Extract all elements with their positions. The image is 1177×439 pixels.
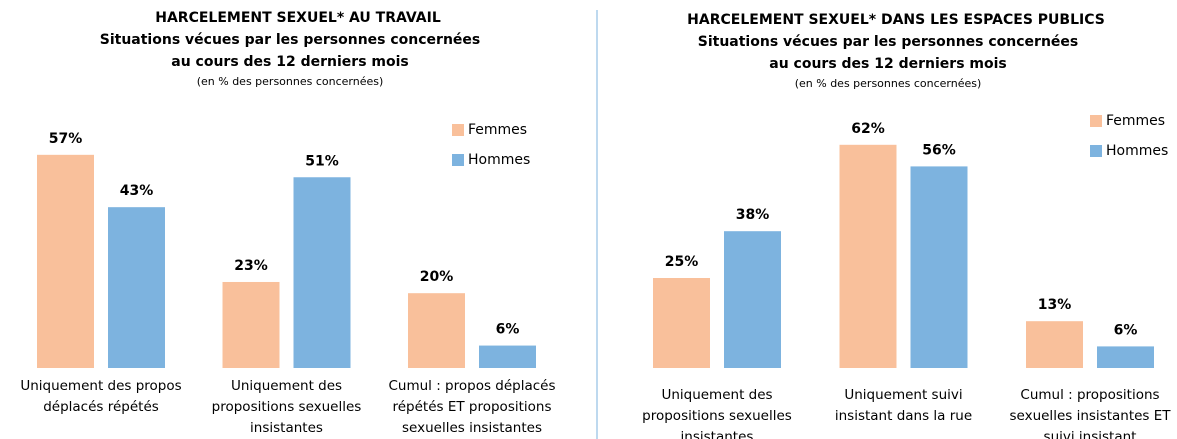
category-label: insistantes [681, 429, 754, 439]
legend-label: Femmes [1106, 113, 1165, 129]
bar [839, 144, 897, 368]
chart-subtitle: Situations vécues par les personnes conc… [698, 34, 1079, 50]
legend-swatch [452, 124, 464, 136]
legend-label: Hommes [468, 152, 530, 168]
category-label: Cumul : propositions [1020, 387, 1159, 403]
bar [222, 281, 280, 368]
bar [293, 177, 351, 368]
data-label: 25% [665, 254, 699, 270]
bar [653, 278, 710, 368]
category-label: sexuelles insistantes [402, 420, 542, 436]
data-label: 6% [496, 322, 520, 338]
chart-subtitle: Situations vécues par les personnes conc… [100, 32, 481, 48]
legend-swatch [452, 154, 464, 166]
data-label: 51% [305, 153, 339, 169]
category-label: insistant dans la rue [835, 408, 972, 424]
chart-note: (en % des personnes concernées) [197, 75, 384, 88]
bar [408, 293, 465, 368]
chart-subtitle: au cours des 12 derniers mois [171, 54, 409, 70]
data-label: 6% [1114, 322, 1138, 338]
data-label: 23% [234, 258, 268, 274]
bar [108, 207, 165, 368]
data-label: 20% [420, 269, 454, 285]
category-label: Uniquement des propos [20, 378, 181, 394]
category-label: Uniquement des [231, 378, 342, 394]
data-label: 43% [120, 183, 154, 199]
chart-subtitle: au cours des 12 derniers mois [769, 56, 1007, 72]
data-label: 13% [1038, 297, 1072, 313]
category-label: insistantes [250, 420, 323, 436]
chart-title: HARCELEMENT SEXUEL* DANS LES ESPACES PUB… [687, 12, 1105, 28]
category-label: Uniquement suivi [844, 387, 962, 403]
category-label: sexuelles insistantes ET [1009, 408, 1171, 424]
bar [724, 231, 781, 368]
category-label: propositions sexuelles [212, 399, 362, 415]
bar [37, 154, 94, 368]
legend-swatch [1090, 145, 1102, 157]
legend-swatch [1090, 115, 1102, 127]
category-label: déplacés répétés [43, 399, 159, 415]
category-label: propositions sexuelles [642, 408, 792, 424]
legend-label: Hommes [1106, 143, 1168, 159]
bar [479, 345, 536, 368]
category-label: Cumul : propos déplacés [388, 378, 555, 394]
data-label: 56% [922, 142, 956, 158]
data-label: 38% [736, 207, 770, 223]
bar [910, 166, 968, 368]
category-label: Uniquement des [661, 387, 772, 403]
bar [1026, 321, 1083, 368]
chart-note: (en % des personnes concernées) [795, 77, 982, 90]
category-label: suivi insistant [1044, 429, 1137, 439]
legend-label: Femmes [468, 122, 527, 138]
bar [1097, 346, 1154, 368]
data-label: 57% [49, 131, 83, 147]
data-label: 62% [851, 121, 885, 137]
category-label: répétés ET propositions [392, 399, 551, 415]
chart-title: HARCELEMENT SEXUEL* AU TRAVAIL [155, 10, 441, 26]
